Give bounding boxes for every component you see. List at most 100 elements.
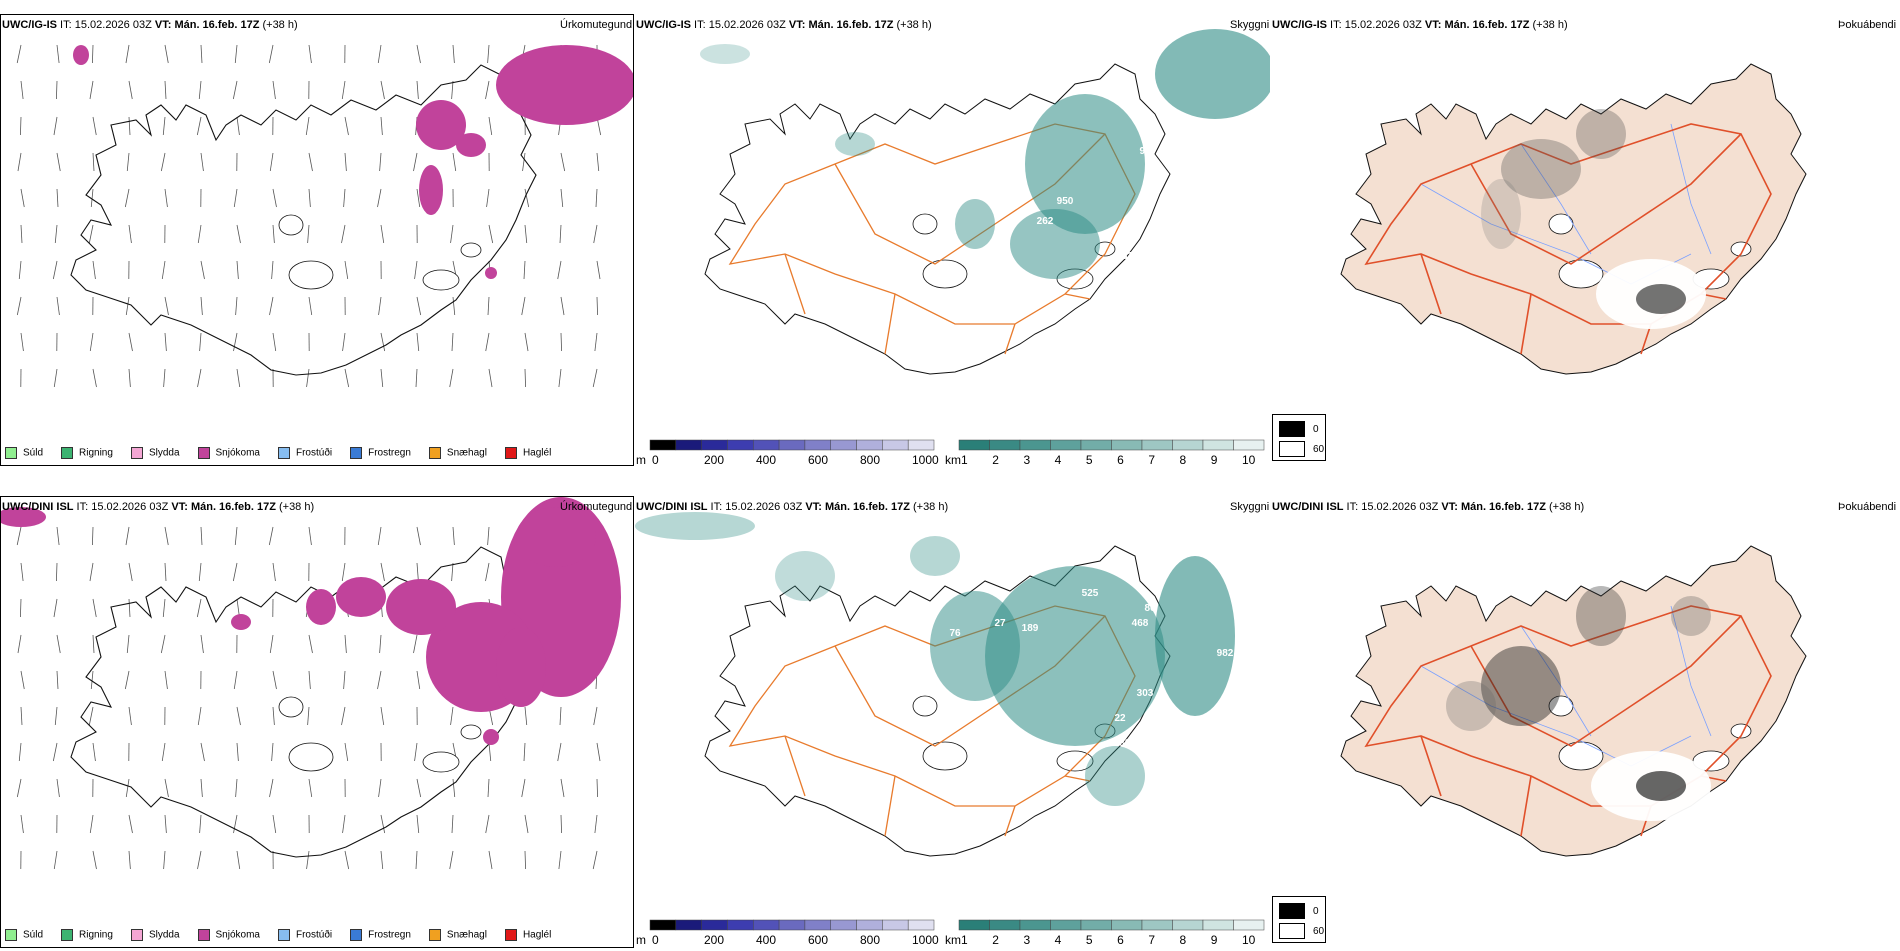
wind-barb	[126, 779, 129, 797]
wind-barb	[165, 333, 166, 351]
wind-barb	[237, 369, 240, 387]
legend-swatch	[5, 447, 17, 459]
wind-barb	[165, 297, 168, 315]
colorbar-cell	[779, 440, 805, 450]
fog-legend-swatch	[1279, 923, 1305, 939]
wind-barb	[381, 563, 384, 581]
wind-barb	[378, 671, 381, 689]
snow-area	[485, 267, 497, 279]
low-visibility-area	[700, 44, 750, 64]
wind-barb	[200, 815, 201, 833]
wind-barb	[451, 707, 453, 725]
legend-item: Slydda	[131, 929, 180, 941]
wind-barb	[488, 779, 489, 797]
legend-item: Súld	[5, 447, 43, 459]
colorbar-tick: 5	[1086, 453, 1093, 467]
fog-index-high	[1636, 771, 1686, 801]
wind-barb	[163, 599, 165, 617]
colorbar-unit: m	[636, 933, 646, 947]
wind-barb	[378, 45, 381, 63]
colorbar-tick: 6	[1117, 933, 1124, 947]
wind-barb	[450, 851, 453, 869]
wind-barb	[345, 153, 346, 171]
wind-barb	[57, 671, 58, 689]
wind-barb	[523, 153, 525, 171]
legend-swatch	[131, 929, 143, 941]
colorbar-tick: 800	[860, 453, 880, 467]
cloud-base-label: 22	[1114, 713, 1126, 724]
legend-label: Frostúði	[296, 930, 332, 941]
wind-barb	[54, 369, 57, 387]
iceland-map-precip	[1, 15, 634, 466]
wind-barb	[17, 45, 21, 63]
wind-barb	[452, 81, 453, 99]
wind-barb	[92, 527, 93, 545]
glacier-outline	[461, 243, 481, 257]
wind-barb	[345, 261, 348, 279]
wind-barb	[416, 369, 417, 387]
colorbar-cell	[1203, 920, 1234, 930]
snow-area	[231, 614, 251, 630]
colorbar-cell	[959, 440, 990, 450]
wind-barb	[201, 153, 203, 171]
cloud-base-label: 982	[1217, 648, 1234, 659]
colorbar-tick: 600	[808, 933, 828, 947]
wind-barb	[417, 333, 419, 351]
legend-label: Súld	[23, 448, 43, 459]
wind-barb	[522, 779, 525, 797]
low-visibility-area	[635, 512, 755, 540]
cloud-base-label: 76	[949, 628, 961, 639]
wind-barb	[344, 671, 345, 689]
cloud-base-label: 525	[1082, 588, 1099, 599]
wind-barb	[89, 707, 93, 725]
legend-item: Snæhagl	[429, 929, 487, 941]
colorbar-cell	[676, 920, 702, 930]
colorbar-tick: 400	[756, 933, 776, 947]
legend-item: Snæhagl	[429, 447, 487, 459]
wind-barb	[453, 153, 456, 171]
product-label: Úrkomutegund	[560, 501, 632, 513]
wind-barb	[93, 599, 96, 617]
fog-legend-label: 0	[1313, 424, 1319, 435]
legend-swatch	[278, 447, 290, 459]
wind-barb	[488, 527, 489, 545]
wind-barb	[593, 369, 597, 387]
iceland-map-precip	[1, 497, 634, 948]
colorbar-cell	[1203, 440, 1234, 450]
colorbar-tick: 8	[1180, 453, 1187, 467]
wind-barb	[488, 45, 489, 63]
wind-barb	[126, 527, 129, 545]
wind-barb	[237, 225, 240, 243]
wind-barb	[199, 563, 201, 581]
fog-index-high	[1636, 284, 1686, 314]
wind-barb	[489, 225, 493, 243]
cloud-base-label: 41	[1014, 271, 1026, 282]
wind-barb	[345, 117, 348, 135]
wind-barb	[90, 81, 93, 99]
colorbar-unit: km	[945, 453, 961, 467]
legend-swatch	[429, 447, 441, 459]
glacier-outline	[423, 270, 459, 290]
legend-label: Slydda	[149, 930, 180, 941]
wind-barb	[125, 671, 129, 689]
legend-label: Haglél	[523, 448, 551, 459]
wind-barb	[93, 851, 96, 869]
wind-barb	[54, 117, 57, 135]
wind-barb	[93, 153, 94, 171]
wind-barb	[273, 563, 275, 581]
wind-barb	[558, 261, 561, 279]
colorbar-tick: 4	[1055, 933, 1062, 947]
cloud-base-label: 430	[1114, 738, 1131, 749]
low-visibility-area	[1085, 746, 1145, 806]
wind-barb	[486, 333, 489, 351]
colorbar-cell	[702, 440, 728, 450]
wind-barb	[270, 779, 273, 797]
wind-barb	[342, 81, 345, 99]
wind-barb	[342, 225, 345, 243]
colorbar-cell	[882, 920, 908, 930]
legend-swatch	[198, 929, 210, 941]
wind-barb	[198, 225, 201, 243]
wind-barb	[127, 635, 129, 653]
colorbar-cell	[831, 920, 857, 930]
